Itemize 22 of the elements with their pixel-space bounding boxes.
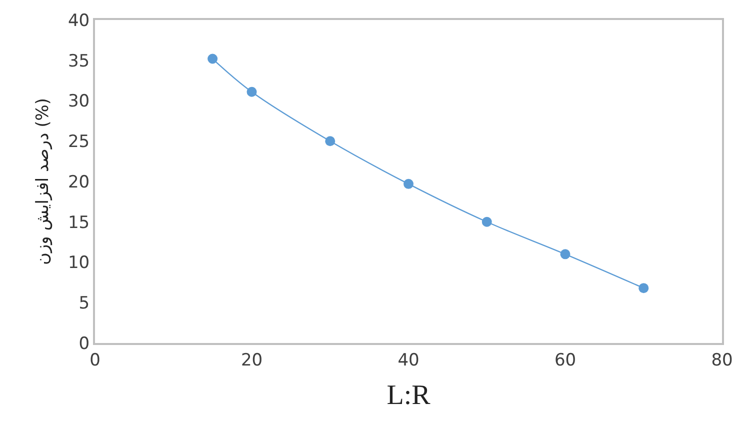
y-tick-label: 10 bbox=[68, 253, 90, 274]
x-tick-label: 60 bbox=[554, 350, 576, 370]
y-tick-label: 0 bbox=[78, 334, 90, 354]
y-tick-label: 35 bbox=[68, 51, 90, 72]
y-tick-label: 15 bbox=[68, 212, 90, 233]
x-tick-label: 40 bbox=[398, 350, 420, 370]
x-axis-title: L:R bbox=[386, 380, 431, 411]
y-tick-label: 30 bbox=[68, 92, 90, 112]
point bbox=[404, 178, 414, 189]
point bbox=[560, 249, 570, 260]
point bbox=[325, 136, 336, 146]
y-tick-label: 20 bbox=[68, 172, 90, 192]
y-tick-label: 5 bbox=[78, 294, 90, 314]
x-tick-label: 20 bbox=[240, 350, 263, 370]
point bbox=[482, 216, 492, 227]
y-tick-label: 40 bbox=[68, 10, 90, 31]
x-tick-label: 80 bbox=[711, 350, 733, 370]
y-tick-label: 25 bbox=[68, 132, 90, 152]
point bbox=[208, 54, 218, 64]
y-axis-title: درصد افزایش وزن (%) bbox=[33, 98, 54, 266]
point bbox=[246, 86, 257, 97]
point bbox=[638, 283, 649, 294]
